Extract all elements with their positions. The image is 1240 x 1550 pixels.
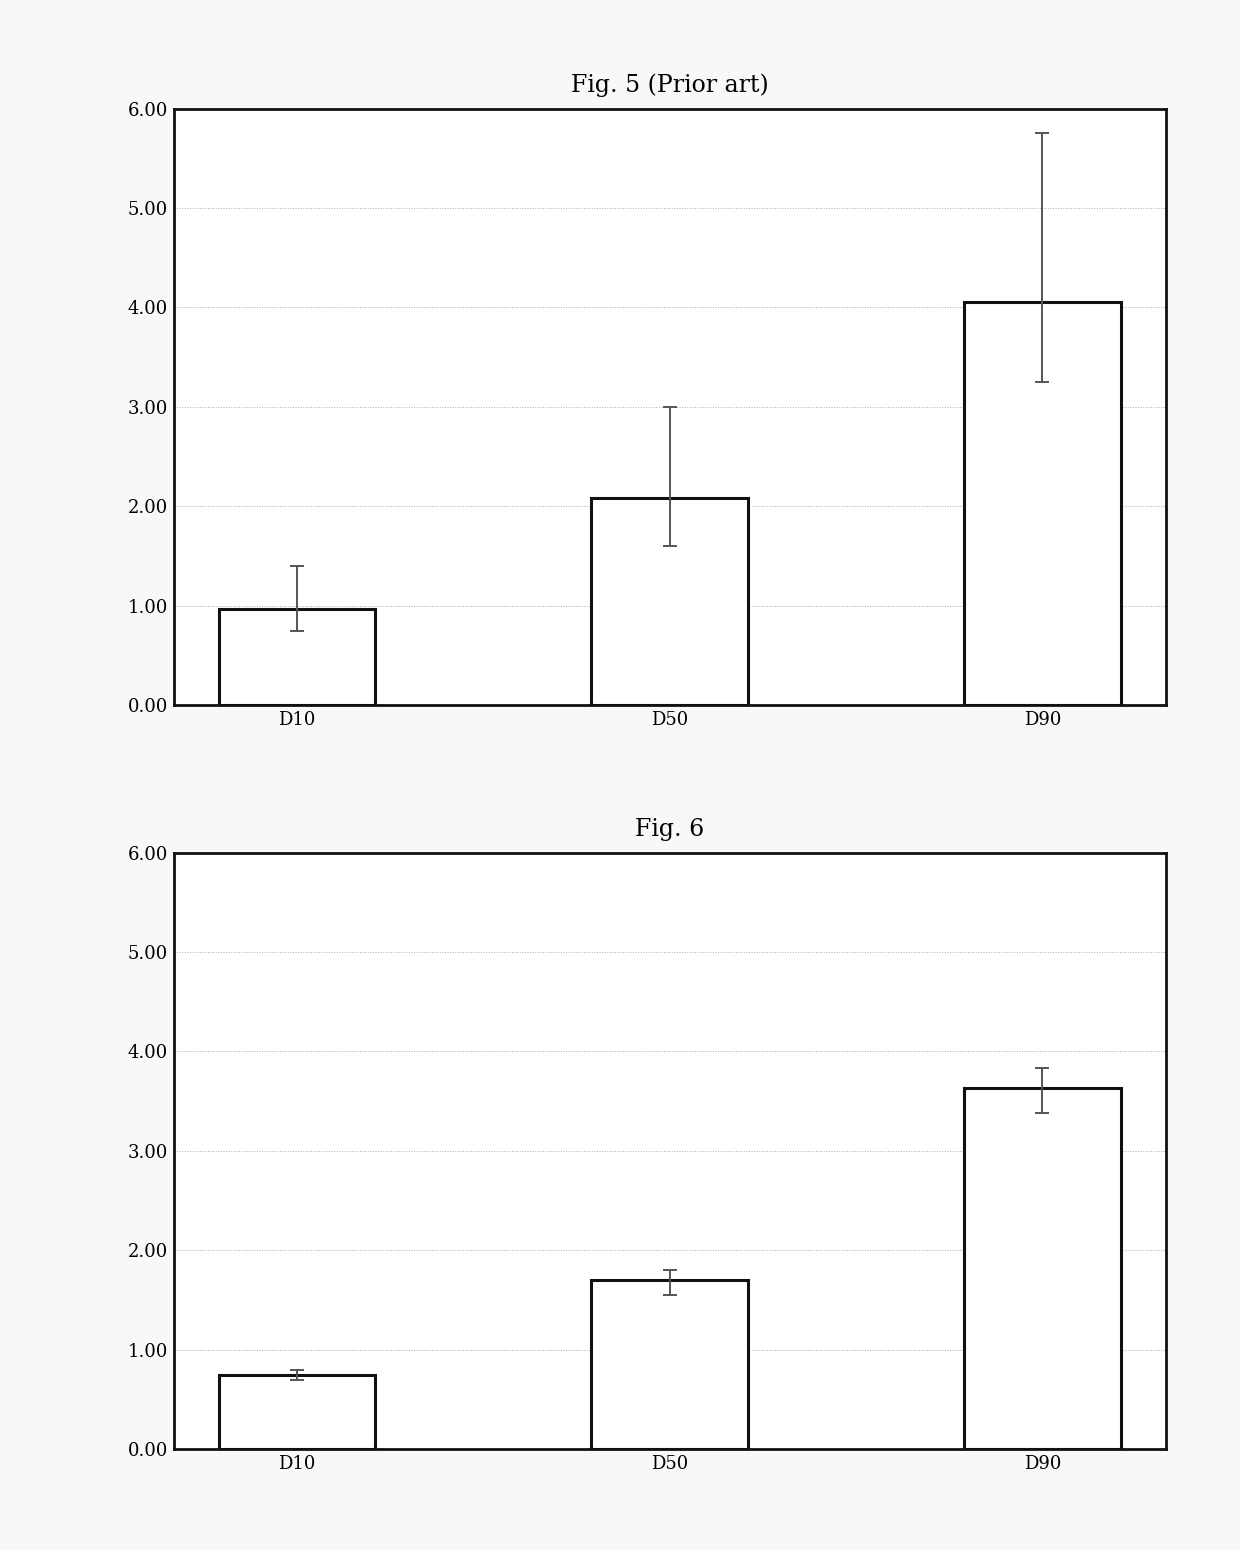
Title: Fig. 5 (Prior art): Fig. 5 (Prior art) (570, 73, 769, 96)
Bar (591, 1280, 748, 1449)
Bar (218, 609, 376, 705)
Bar (963, 302, 1121, 705)
Bar (963, 1088, 1121, 1449)
Bar (218, 1375, 376, 1449)
Title: Fig. 6: Fig. 6 (635, 818, 704, 840)
Bar (591, 499, 748, 705)
